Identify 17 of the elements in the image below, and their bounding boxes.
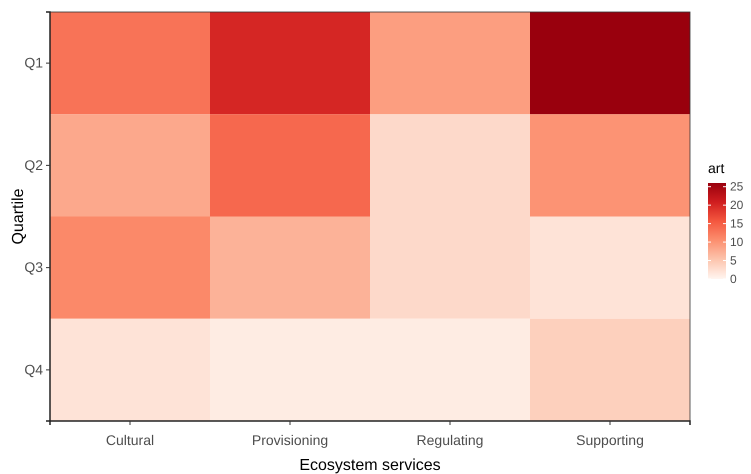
color-bar-label: 5 bbox=[730, 253, 737, 268]
y-tick-label: Q1 bbox=[24, 54, 44, 71]
legend-title: art bbox=[708, 160, 724, 176]
x-tick-label: Provisioning bbox=[252, 432, 328, 448]
y-axis-title: Quartile bbox=[10, 188, 27, 245]
color-bar-label: 25 bbox=[730, 180, 744, 194]
color-bar-label: 0 bbox=[730, 272, 737, 286]
x-tick-label: Regulating bbox=[416, 432, 484, 448]
x-tick-label: Supporting bbox=[576, 432, 644, 448]
y-tick-label: Q3 bbox=[24, 259, 44, 276]
color-bar-label: 20 bbox=[730, 198, 744, 212]
color-bar-label: 15 bbox=[730, 216, 744, 230]
x-tick-label: Cultural bbox=[106, 432, 154, 448]
y-tick-label: Q4 bbox=[24, 361, 44, 378]
y-tick-label: Q2 bbox=[24, 156, 44, 173]
color-bar-label: 10 bbox=[730, 234, 744, 249]
x-axis-title: Ecosystem services bbox=[299, 457, 441, 474]
